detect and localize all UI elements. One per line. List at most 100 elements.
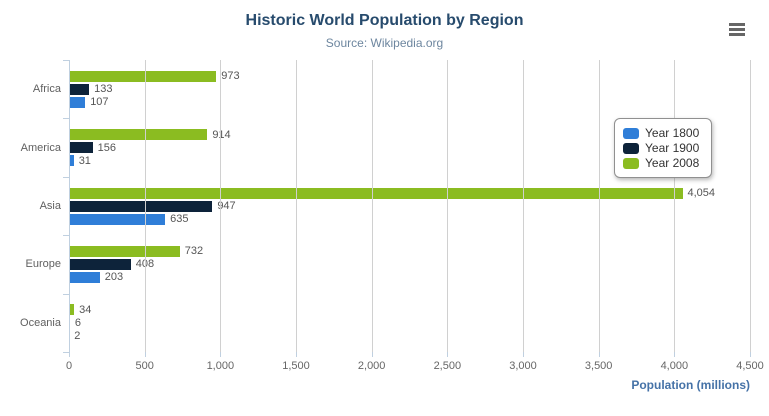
category-row-oceania: 34 6 2 <box>69 294 750 352</box>
bar-line: 34 <box>69 303 750 316</box>
category-label-oceania: Oceania <box>20 316 61 329</box>
gridline <box>296 60 297 352</box>
x-axis-tick-label: 500 <box>135 360 154 372</box>
bar-line: 4,054 <box>69 187 750 200</box>
hamburger-menu-icon <box>729 22 745 26</box>
gridline <box>220 60 222 352</box>
bar-year-2008-asia[interactable] <box>69 187 683 199</box>
bar-value-label: 107 <box>90 96 109 109</box>
category-axis-tick <box>63 235 69 237</box>
x-axis-tick <box>523 352 524 357</box>
x-axis-tick-label: 2,500 <box>433 360 462 372</box>
bar-year-2008-africa[interactable] <box>69 70 217 82</box>
bar-line: 31 <box>69 154 750 167</box>
bar-line: 2 <box>69 329 750 342</box>
x-axis-tick <box>598 352 600 357</box>
export-menu-button[interactable] <box>726 20 748 38</box>
gridline <box>750 60 751 352</box>
gridline <box>447 60 449 352</box>
legend-color-swatch <box>623 157 639 169</box>
category-axis-tick <box>63 176 69 178</box>
plot-area: 973133107914156314,054947635732408203346… <box>63 60 764 372</box>
legend-item-year-1800[interactable]: Year 1800 <box>623 126 699 140</box>
x-axis-tick-label: 1,500 <box>282 360 310 372</box>
bar-year-2008-oceania[interactable] <box>69 304 75 316</box>
category-axis-tick <box>63 118 69 120</box>
hamburger-menu-icon <box>729 32 745 36</box>
gridline <box>598 60 600 352</box>
legend-item-year-2008[interactable]: Year 2008 <box>623 156 699 170</box>
bar-year-2008-america[interactable] <box>69 129 208 141</box>
gridline <box>144 60 146 352</box>
legend-item-label: Year 1900 <box>645 141 700 155</box>
x-axis-tick <box>296 352 297 357</box>
x-axis-tick-label: 3,500 <box>584 360 613 372</box>
bar-value-label: 947 <box>217 200 236 213</box>
legend-color-swatch <box>623 127 639 139</box>
bar-year-1900-asia[interactable] <box>69 200 213 212</box>
bar-value-label: 914 <box>212 128 231 141</box>
x-axis-tick-label: 3,000 <box>509 360 537 372</box>
bar-year-1800-asia[interactable] <box>69 213 166 225</box>
legend-color-swatch <box>623 142 639 154</box>
x-axis-tick <box>750 352 751 357</box>
x-axis-tick-label: 4,000 <box>660 360 689 372</box>
bar-line: 914 <box>69 128 750 141</box>
category-label-america: America <box>20 141 61 154</box>
bar-line: 408 <box>69 258 750 270</box>
bar-line: 203 <box>69 271 750 284</box>
bar-line: 635 <box>69 213 750 226</box>
bar-year-1800-america[interactable] <box>69 155 74 167</box>
gridline <box>371 60 373 352</box>
bar-value-label: 2 <box>74 329 81 342</box>
bar-year-1800-africa[interactable] <box>69 96 86 108</box>
chart-subtitle: Source: Wikipedia.org <box>325 36 444 50</box>
bar-value-label: 4,054 <box>687 187 716 200</box>
bar-line: 156 <box>69 142 750 154</box>
legend-box: Year 1800 Year 1900 Year 2008 <box>614 118 713 178</box>
bar-line: 107 <box>69 96 750 109</box>
bar-line: 973 <box>69 70 750 83</box>
x-axis-tick <box>220 352 222 357</box>
category-axis-tick <box>63 293 69 295</box>
bar-year-1900-europe[interactable] <box>69 258 131 270</box>
bar-value-label: 31 <box>78 154 91 167</box>
x-axis-tick <box>674 352 676 357</box>
x-axis-tick <box>371 352 373 357</box>
bar-value-label: 133 <box>94 83 113 96</box>
category-row-africa: 973 133 107 <box>69 60 750 118</box>
bar-year-2008-europe[interactable] <box>69 245 180 257</box>
category-axis-tick <box>63 60 69 61</box>
category-label-asia: Asia <box>39 200 61 212</box>
x-axis-tick <box>447 352 449 357</box>
bar-value-label: 732 <box>184 245 204 258</box>
category-label-europe: Europe <box>25 258 61 271</box>
hamburger-menu-icon <box>729 27 745 31</box>
category-row-america: 914 156 31 <box>69 118 750 176</box>
bar-year-1800-europe[interactable] <box>69 271 100 283</box>
bar-year-1900-africa[interactable] <box>69 83 90 95</box>
bar-line: 6 <box>69 317 750 329</box>
category-label-africa: Africa <box>32 83 61 96</box>
x-axis-tick-label: 2,000 <box>357 360 386 372</box>
bar-value-label: 635 <box>170 213 189 226</box>
x-axis-tick-label: 1,000 <box>206 360 235 372</box>
bar-year-1900-america[interactable] <box>69 142 93 154</box>
bar-line: 133 <box>69 83 750 96</box>
x-axis-tick <box>69 352 70 357</box>
gridline <box>523 60 524 352</box>
category-row-europe: 732408203 <box>69 235 750 293</box>
bar-rows: 973133107914156314,054947635732408203346… <box>69 60 750 352</box>
bar-value-label: 973 <box>221 70 240 83</box>
chart-title: Historic World Population by Region <box>245 12 524 29</box>
x-axis-tick-label: 0 <box>65 360 73 372</box>
category-row-asia: 4,054 947 635 <box>69 177 750 235</box>
bar-value-label: 203 <box>104 271 124 284</box>
x-axis-tick-label: 4,500 <box>736 360 764 372</box>
category-axis-tick <box>63 352 69 353</box>
bar-value-label: 34 <box>79 303 92 316</box>
gridline <box>674 60 676 352</box>
legend-item-year-1900[interactable]: Year 1900 <box>623 141 699 155</box>
x-axis-title: Population (millions) <box>631 378 750 392</box>
